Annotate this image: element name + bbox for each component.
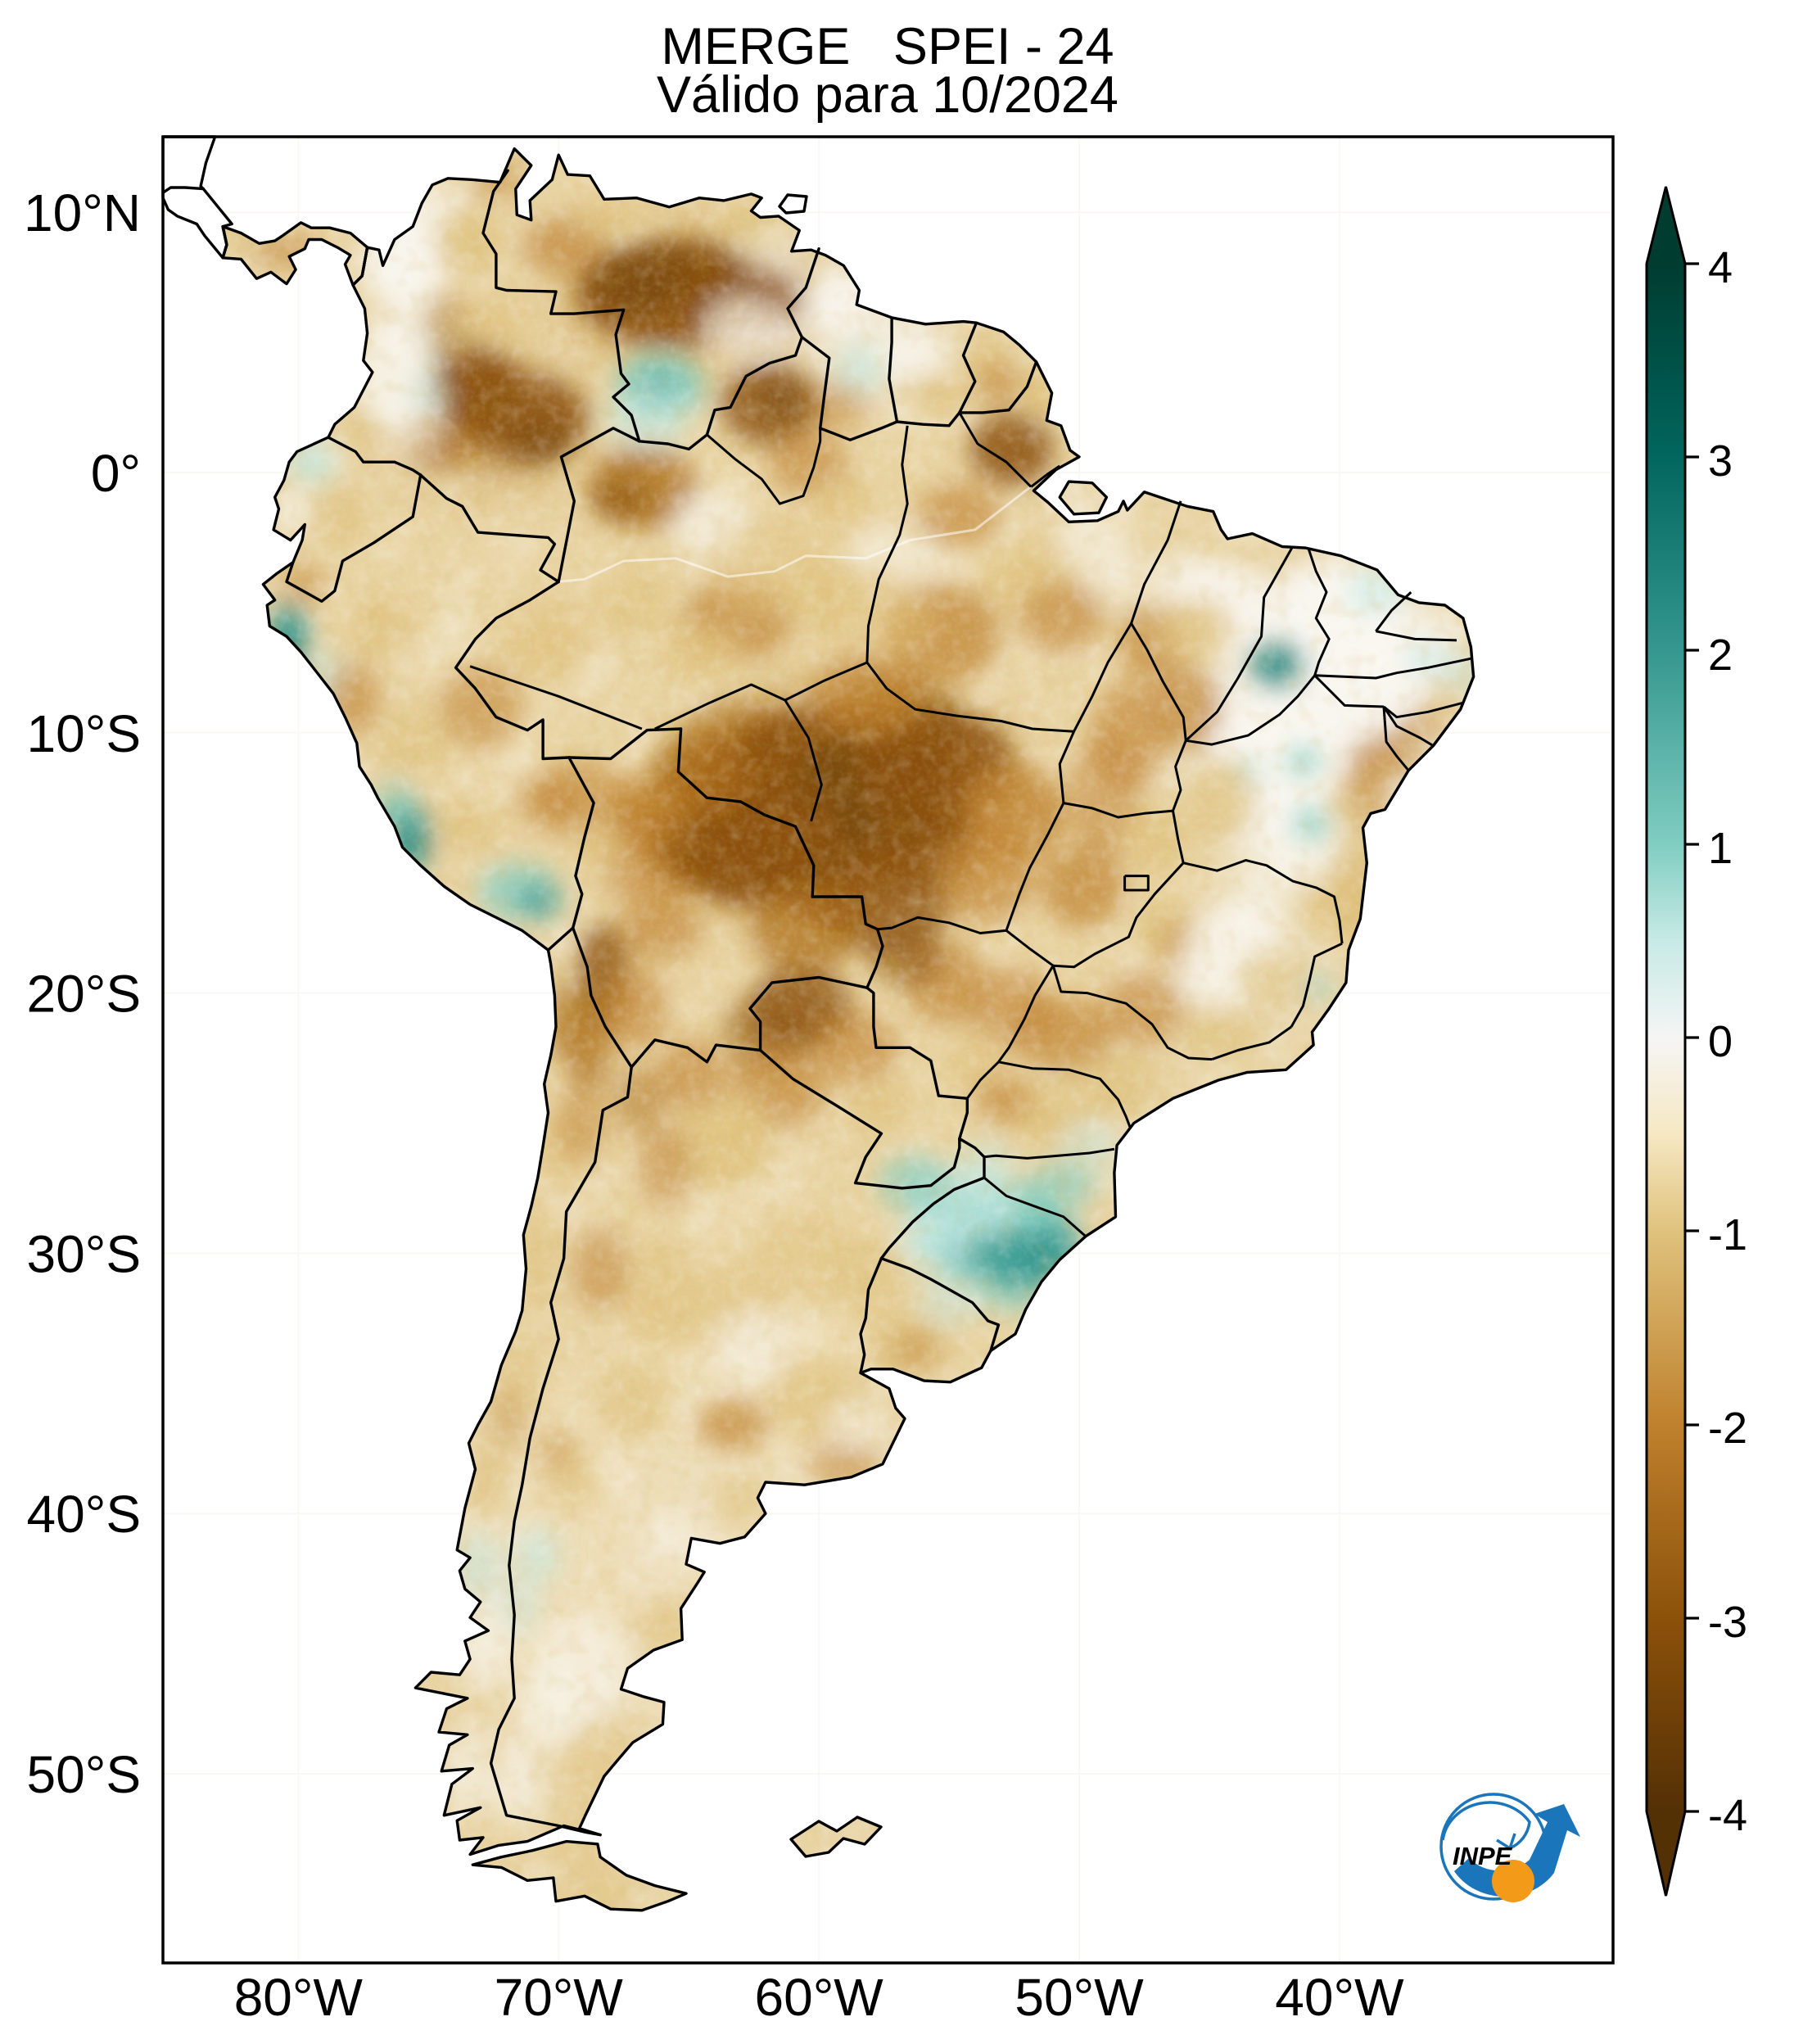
svg-text:30°S: 30°S <box>27 1224 141 1283</box>
svg-text:80°W: 80°W <box>234 1968 364 2027</box>
svg-text:-2: -2 <box>1708 1404 1747 1453</box>
svg-text:-3: -3 <box>1708 1598 1747 1647</box>
svg-text:40°W: 40°W <box>1275 1968 1404 2027</box>
svg-text:50°S: 50°S <box>27 1745 141 1804</box>
svg-text:10°N: 10°N <box>24 183 141 242</box>
svg-text:4: 4 <box>1708 243 1733 292</box>
svg-text:20°S: 20°S <box>27 965 141 1024</box>
svg-text:Válido para 10/2024: Válido para 10/2024 <box>657 66 1118 124</box>
svg-text:3: 3 <box>1708 436 1733 486</box>
svg-text:INPE: INPE <box>1453 1842 1513 1870</box>
svg-text:MERGE SPEI - 24: MERGE SPEI - 24 <box>661 18 1114 75</box>
svg-text:0: 0 <box>1708 1017 1733 1066</box>
svg-text:0°: 0° <box>91 444 141 503</box>
svg-text:1: 1 <box>1708 824 1733 873</box>
svg-text:60°W: 60°W <box>755 1968 884 2027</box>
svg-text:40°S: 40°S <box>27 1485 141 1544</box>
svg-text:-4: -4 <box>1708 1791 1747 1840</box>
svg-text:-1: -1 <box>1708 1210 1747 1259</box>
svg-text:50°W: 50°W <box>1014 1968 1144 2027</box>
svg-text:10°S: 10°S <box>27 704 141 763</box>
svg-text:2: 2 <box>1708 631 1733 680</box>
svg-text:70°W: 70°W <box>495 1968 624 2027</box>
